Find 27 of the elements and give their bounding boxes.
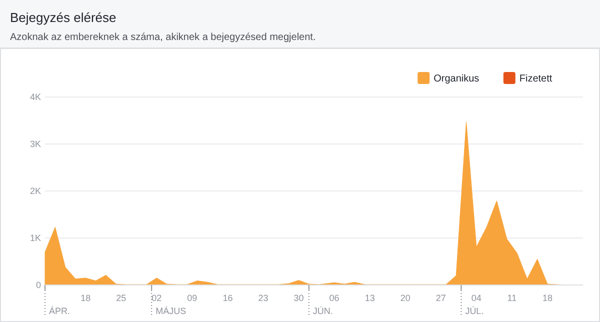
chart-subtitle: Azoknak az embereknek a száma, akiknek a bejegyzésed megjelent. [10,32,316,43]
x-tick-label: 25 [116,293,126,303]
x-tick-label: 16 [222,293,233,303]
text: MÁJUS [156,306,186,316]
y-tick-label: 1K [30,232,41,243]
x-tick-label: 13 [364,293,375,303]
text: ÁPR. [49,306,70,316]
x-tick-label: 09 [187,293,198,303]
legend-label: Organikus [434,74,480,84]
chart-title: Bejegyzés elérése [10,10,116,25]
text: JÚL. [465,306,484,316]
y-tick-label: 2K [30,186,41,196]
x-tick-label: 18 [542,293,552,303]
x-tick-label: 27 [436,293,446,303]
x-tick-label: 18 [80,293,91,303]
x-tick-label: 04 [471,293,482,303]
legend-label: Fizetett [519,74,552,84]
x-tick-label: 02 [152,293,162,303]
x-tick-label: 30 [294,293,304,303]
y-tick-label: 4K [30,92,41,102]
x-tick-label: 20 [400,293,410,303]
y-tick-label: 3K [30,138,41,149]
x-tick-label: 23 [258,293,268,303]
y-tick-label: 0 [36,280,41,290]
text: JÚN. [312,306,333,316]
x-tick-label: 11 [507,293,517,303]
x-tick-label: 06 [329,293,340,303]
